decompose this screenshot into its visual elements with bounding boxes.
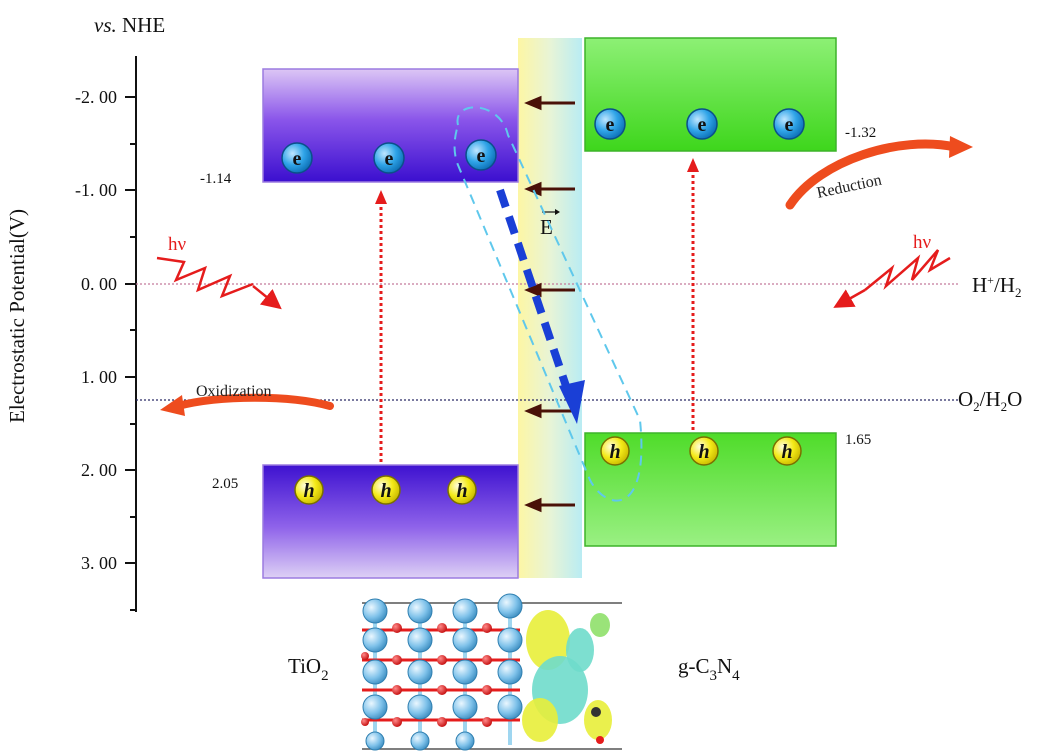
hv-label-right: hν [913, 232, 932, 253]
hole-icon: h [600, 436, 630, 466]
potential-axis: -2. 00 -1. 00 0. 00 1. 00 2. 00 3. 00 El… [5, 13, 165, 612]
svg-text:h: h [380, 480, 391, 502]
hole-icon: h [294, 475, 324, 505]
electron-icon: e [686, 108, 718, 140]
h-plus-h2-label: H+/H2 [972, 273, 1021, 300]
hv-label-left: hν [168, 234, 187, 255]
tio2-label: TiO2 [288, 654, 329, 684]
photon-right: hν [833, 232, 951, 308]
tick-label: 0. 00 [81, 274, 117, 294]
electron-transfer-loop [453, 106, 643, 502]
hole-icon: h [689, 436, 719, 466]
isosurface-blob [522, 610, 612, 742]
tick-label: -2. 00 [75, 87, 117, 107]
tick-label: 2. 00 [81, 460, 117, 480]
hole-icon: h [371, 475, 401, 505]
axis-title: Electrostatic Potential(V) [5, 209, 29, 423]
photon-wave-left-icon [156, 256, 254, 299]
hole-icon: h [447, 475, 477, 505]
tio2-cb-value: -1.14 [200, 171, 232, 187]
svg-text:h: h [609, 441, 620, 463]
tick-label: 1. 00 [81, 367, 117, 387]
field-vector-label: E [540, 215, 553, 239]
svg-text:e: e [477, 145, 486, 167]
electron-icon: e [773, 108, 805, 140]
tio2-electrons: e e e [281, 139, 497, 174]
tio2-holes: h h h [294, 475, 477, 505]
gc3n4-cb-value: -1.32 [845, 125, 876, 141]
tick-label: 3. 00 [81, 553, 117, 573]
svg-text:e: e [385, 148, 394, 170]
gc3n4-holes: h h h [600, 436, 802, 466]
photon-wave-right-icon [864, 249, 951, 291]
gc3n4-electrons: e e e [594, 108, 805, 140]
svg-text:h: h [303, 480, 314, 502]
svg-text:h: h [781, 441, 792, 463]
electron-icon: e [281, 142, 313, 174]
svg-text:e: e [606, 114, 615, 136]
svg-text:e: e [293, 148, 302, 170]
electron-icon: e [465, 139, 497, 171]
axis-reference-label: vs. NHE [94, 13, 165, 37]
svg-text:h: h [698, 441, 709, 463]
gc3n4-label: g-C3N4 [678, 654, 740, 684]
oxidization-label: Oxidization [196, 383, 272, 400]
gc3n4-vb-value: 1.65 [845, 432, 871, 448]
electron-icon: e [373, 142, 405, 174]
electron-icon: e [594, 108, 626, 140]
tio2-vb-value: 2.05 [212, 476, 238, 492]
interface-structure-illustration [361, 593, 622, 751]
svg-text:e: e [785, 114, 794, 136]
photon-left: hν [156, 234, 282, 310]
svg-text:e: e [698, 114, 707, 136]
tick-label: -1. 00 [75, 180, 117, 200]
interfacial-transfer-arrow [496, 188, 572, 394]
o2-h2o-label: O2/H2O [958, 387, 1022, 414]
svg-text:h: h [456, 480, 467, 502]
interface-region [518, 38, 582, 578]
oxidization-arrow: Oxidization [160, 383, 334, 416]
hole-icon: h [772, 436, 802, 466]
